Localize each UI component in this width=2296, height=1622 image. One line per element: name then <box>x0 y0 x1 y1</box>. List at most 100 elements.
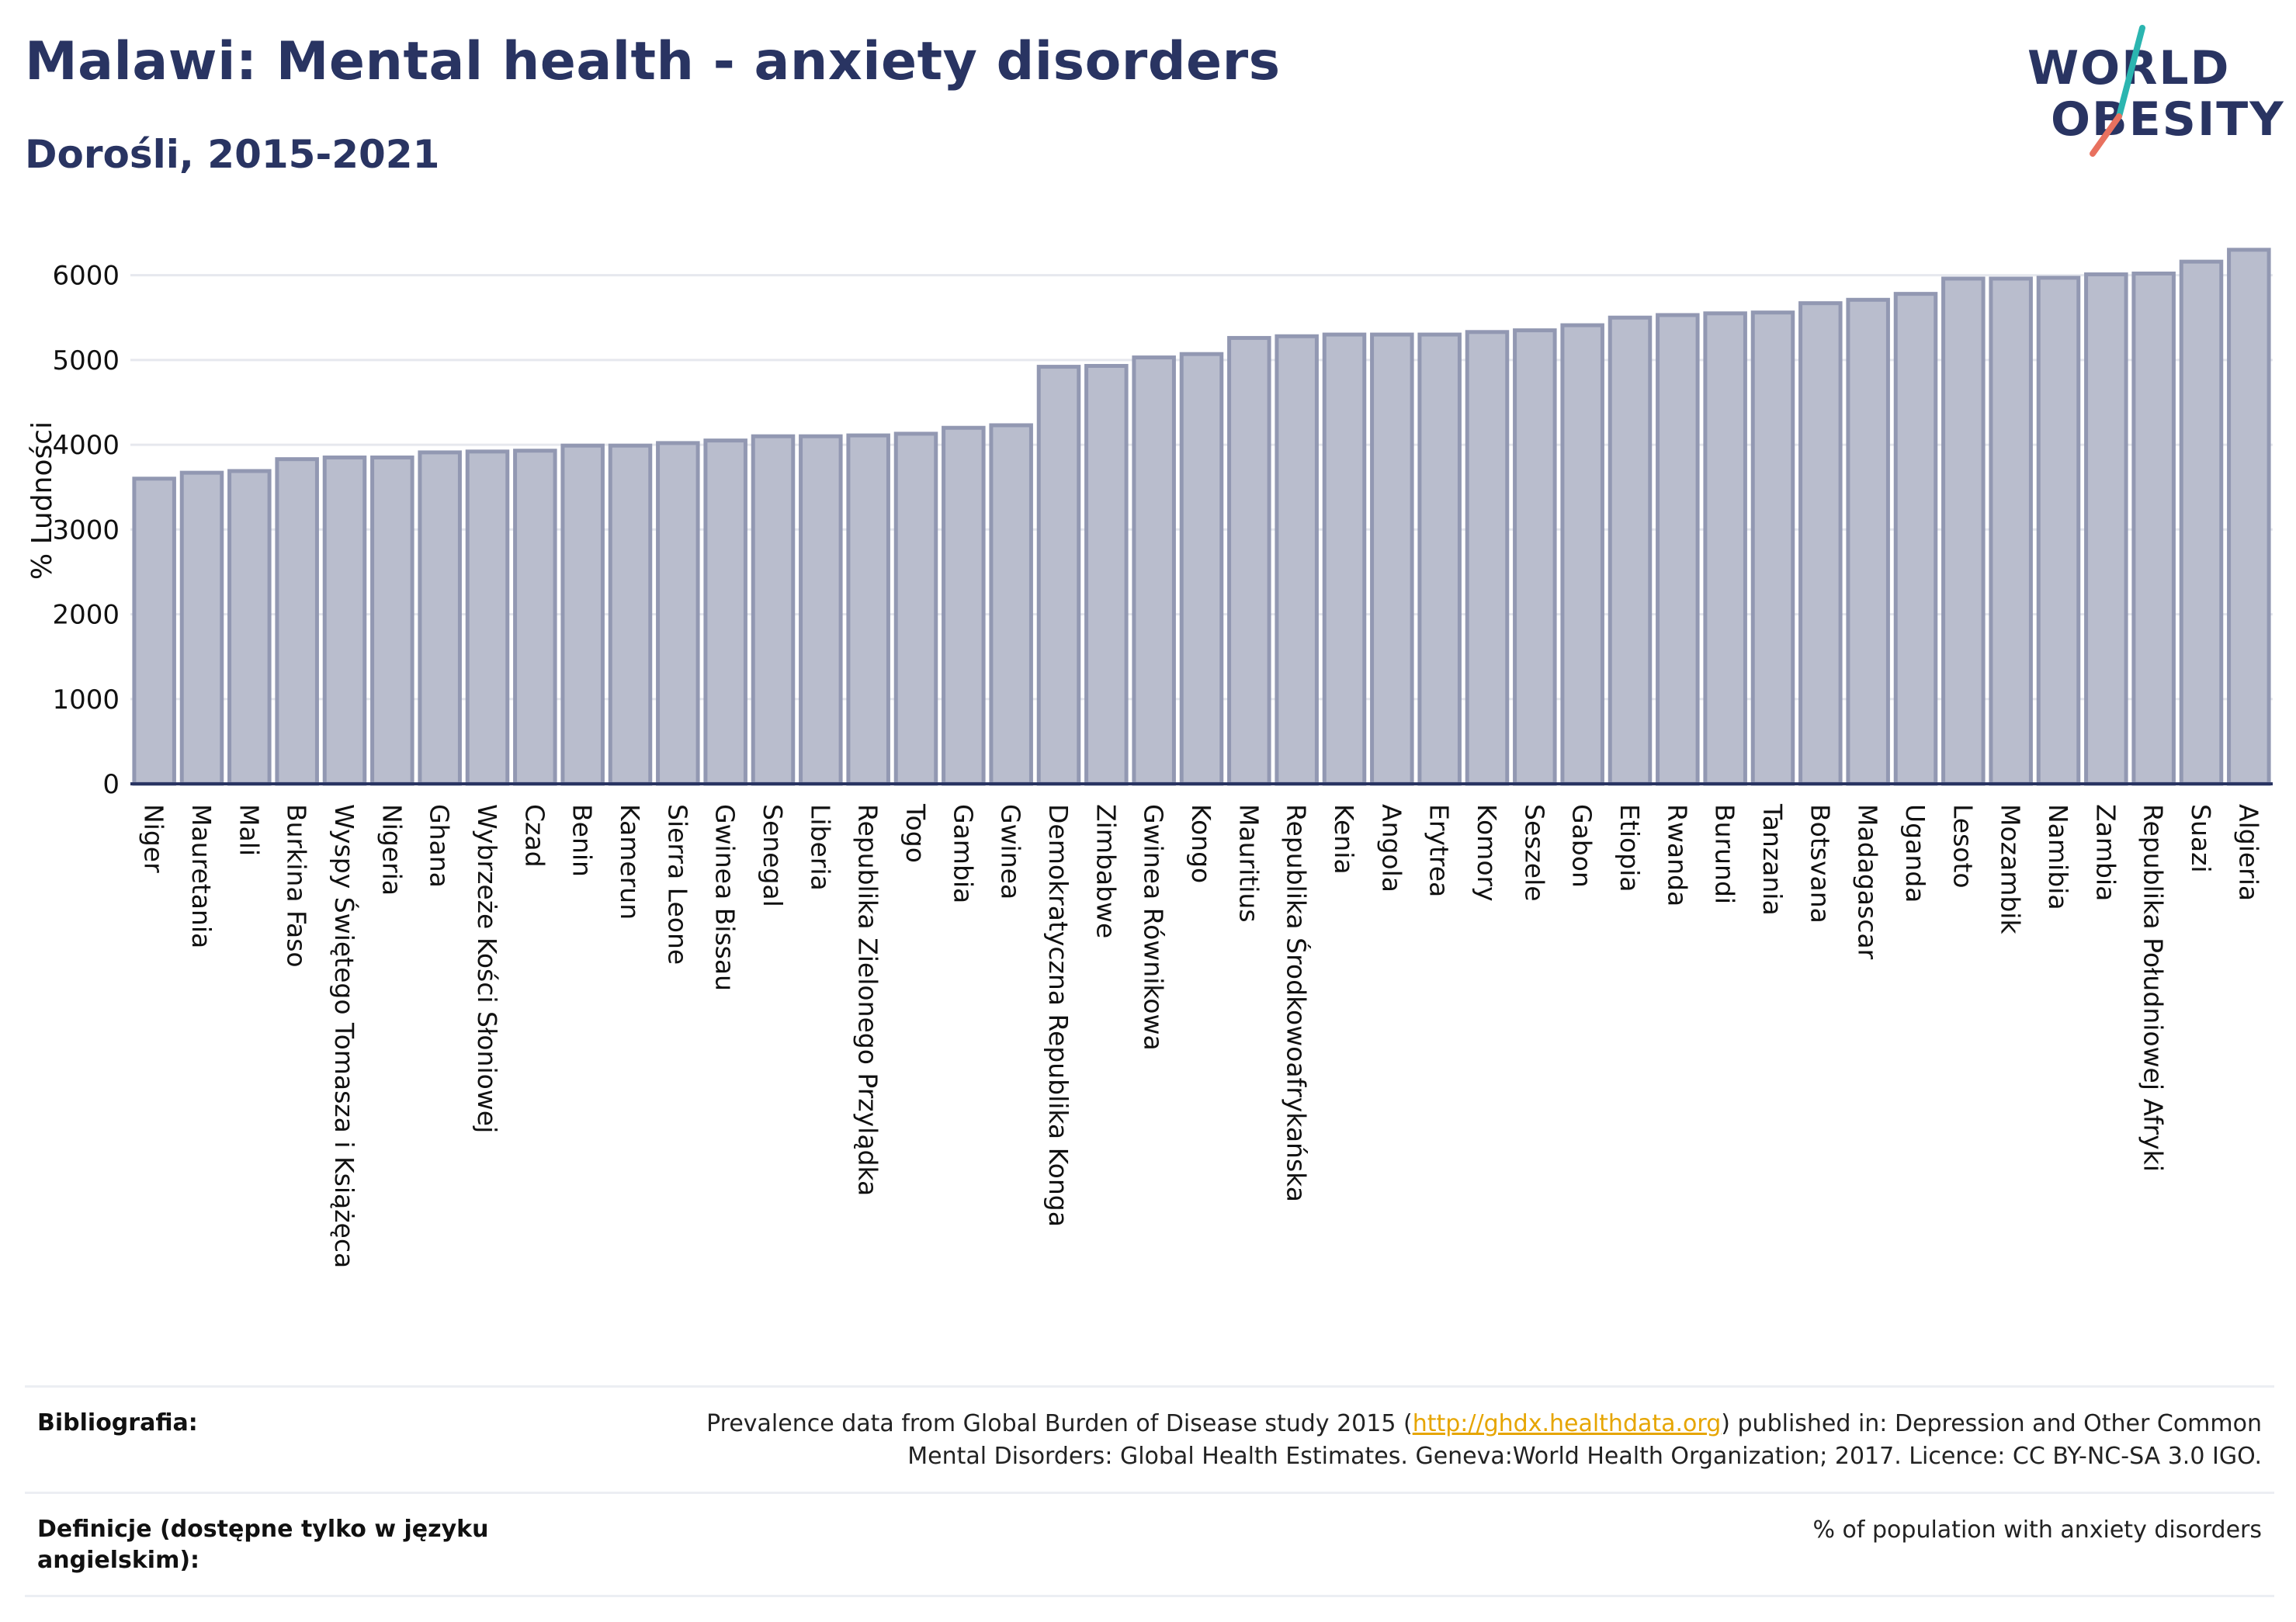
x-tick-label: Algieria <box>2233 804 2263 901</box>
references-section: Bibliografia: Prevalence data from Globa… <box>25 1385 2274 1597</box>
bar <box>656 441 700 786</box>
x-tick-label: Senegal <box>758 804 788 907</box>
bar <box>2084 272 2128 786</box>
bar <box>513 449 557 786</box>
x-tick-label: Wybrzeże Kości Słoniowej <box>472 804 502 1133</box>
y-tick-label: 5000 <box>52 345 120 376</box>
x-tick-label: Gwinea Równikowa <box>1139 804 1169 1051</box>
bar <box>799 434 843 786</box>
x-tick-label: Tanzania <box>1757 803 1788 916</box>
y-tick-label: 2000 <box>52 600 120 631</box>
x-tick-label: Benin <box>567 804 598 877</box>
bar <box>179 470 224 786</box>
x-tick-label: Nigeria <box>376 804 407 896</box>
bar <box>1989 276 2033 786</box>
bibliography-text-part-1: Prevalence data from Global Burden of Di… <box>706 1410 1413 1437</box>
x-tick-label: Demokratyczna Republika Konga <box>1043 804 1073 1227</box>
x-tick-label: Mauritius <box>1233 804 1264 923</box>
bar <box>1132 355 1176 786</box>
x-tick-label: Suazi <box>2186 804 2216 873</box>
bar <box>275 457 319 786</box>
bar <box>1703 311 1747 786</box>
bar <box>703 438 747 786</box>
x-tick-label: Sierra Leone <box>662 804 692 965</box>
bar <box>1656 313 1700 786</box>
y-tick-label: 4000 <box>52 430 120 461</box>
bibliography-text: Prevalence data from Global Burden of Di… <box>632 1408 2262 1473</box>
y-tick-label: 3000 <box>52 515 120 546</box>
x-tick-label: Gwinea <box>996 804 1026 899</box>
bar <box>2131 271 2176 786</box>
logo-line-2: OBESITY <box>2051 92 2285 147</box>
bar <box>1417 332 1462 786</box>
divider <box>25 1385 2274 1388</box>
chart-subtitle: Dorośli, 2015-2021 <box>25 132 440 177</box>
bar <box>2036 276 2081 786</box>
x-tick-label: Botsvana <box>1805 804 1835 924</box>
bar <box>1608 315 1653 786</box>
bar <box>1846 297 1890 786</box>
bar <box>322 455 367 786</box>
definitions-label: Definicje (dostępne tylko w języku angie… <box>37 1516 489 1574</box>
x-tick-label: Ghana <box>425 804 455 888</box>
definitions-row: Definicje (dostępne tylko w języku angie… <box>25 1494 2274 1595</box>
world-obesity-logo: WORLD OBESITY <box>2027 22 2284 161</box>
x-tick-label: Etiopia <box>1614 804 1645 892</box>
x-tick-label: Mauretania <box>186 804 217 948</box>
bar <box>1513 328 1557 786</box>
bibliography-text-part-3: Mental Disorders: Global Health Estimate… <box>907 1443 2262 1470</box>
bar <box>370 455 414 786</box>
x-tick-label: Madagascar <box>1853 804 1883 960</box>
x-tick-label: Rwanda <box>1662 804 1692 906</box>
bar <box>2179 259 2224 786</box>
x-tick-label: Gwinea Bissau <box>710 804 740 991</box>
x-tick-label: Wyspy Świętego Tomasza i Książęca <box>329 804 360 1268</box>
divider <box>25 1595 2274 1597</box>
x-tick-label: Burundi <box>1710 804 1740 904</box>
bar <box>560 443 605 786</box>
bar <box>418 450 462 786</box>
bibliography-label: Bibliografia: <box>37 1409 198 1437</box>
bibliography-text-part-2: ) published in: Depression and Other Com… <box>1721 1410 2262 1437</box>
bar <box>2227 248 2271 786</box>
bar <box>942 425 986 786</box>
x-tick-label: Republika Środkowoafrykańska <box>1282 804 1313 1202</box>
x-tick-label: Namibia <box>2043 804 2073 910</box>
x-tick-label: Republika Zielonego Przylądka <box>853 804 883 1196</box>
x-tick-label: Liberia <box>805 804 835 891</box>
x-tick-label: Kenia <box>1329 804 1359 875</box>
chart-title: Malawi: Mental health - anxiety disorder… <box>25 31 1281 92</box>
bar-chart: 0 1000 2000 3000 4000 5000 6000 % Ludności Niger… <box>26 248 2273 1268</box>
x-tick-label: Burkina Faso <box>282 804 312 968</box>
bar <box>1227 335 1271 786</box>
bar <box>465 449 510 786</box>
bar <box>1370 332 1414 786</box>
bar <box>1179 352 1224 786</box>
bar <box>1798 301 1843 786</box>
x-tick-label: Zimbabwe <box>1091 804 1121 938</box>
x-tick-label: Erytrea <box>1424 804 1455 897</box>
bar <box>1465 330 1510 786</box>
bibliography-link[interactable]: http://ghdx.healthdata.org <box>1412 1410 1722 1437</box>
bar <box>1322 332 1367 786</box>
definitions-text: % of population with anxiety disorders <box>1812 1516 2262 1544</box>
bar <box>989 423 1033 786</box>
bar <box>751 434 796 786</box>
y-tick-label: 0 <box>102 769 120 800</box>
divider <box>25 1492 2274 1494</box>
x-tick-label: Gabon <box>1567 804 1597 888</box>
x-tick-label: Mozambik <box>1996 804 2026 934</box>
bar <box>1084 363 1129 786</box>
logo-slash-icon <box>2090 25 2145 157</box>
x-tick-label: Lesoto <box>1947 804 1978 889</box>
x-tick-label: Republika Południowej Afryki <box>2138 804 2169 1172</box>
x-tick-label: Uganda <box>1900 804 1930 903</box>
bar <box>1750 310 1795 786</box>
x-tick-label: Angola <box>1376 804 1406 892</box>
x-tick-label: Niger <box>139 804 169 873</box>
y-tick-label: 6000 <box>52 261 120 292</box>
bar <box>1275 334 1319 786</box>
y-tick-label: 1000 <box>52 684 120 716</box>
x-tick-label: Seszele <box>1519 804 1549 902</box>
bar <box>1941 276 1986 786</box>
